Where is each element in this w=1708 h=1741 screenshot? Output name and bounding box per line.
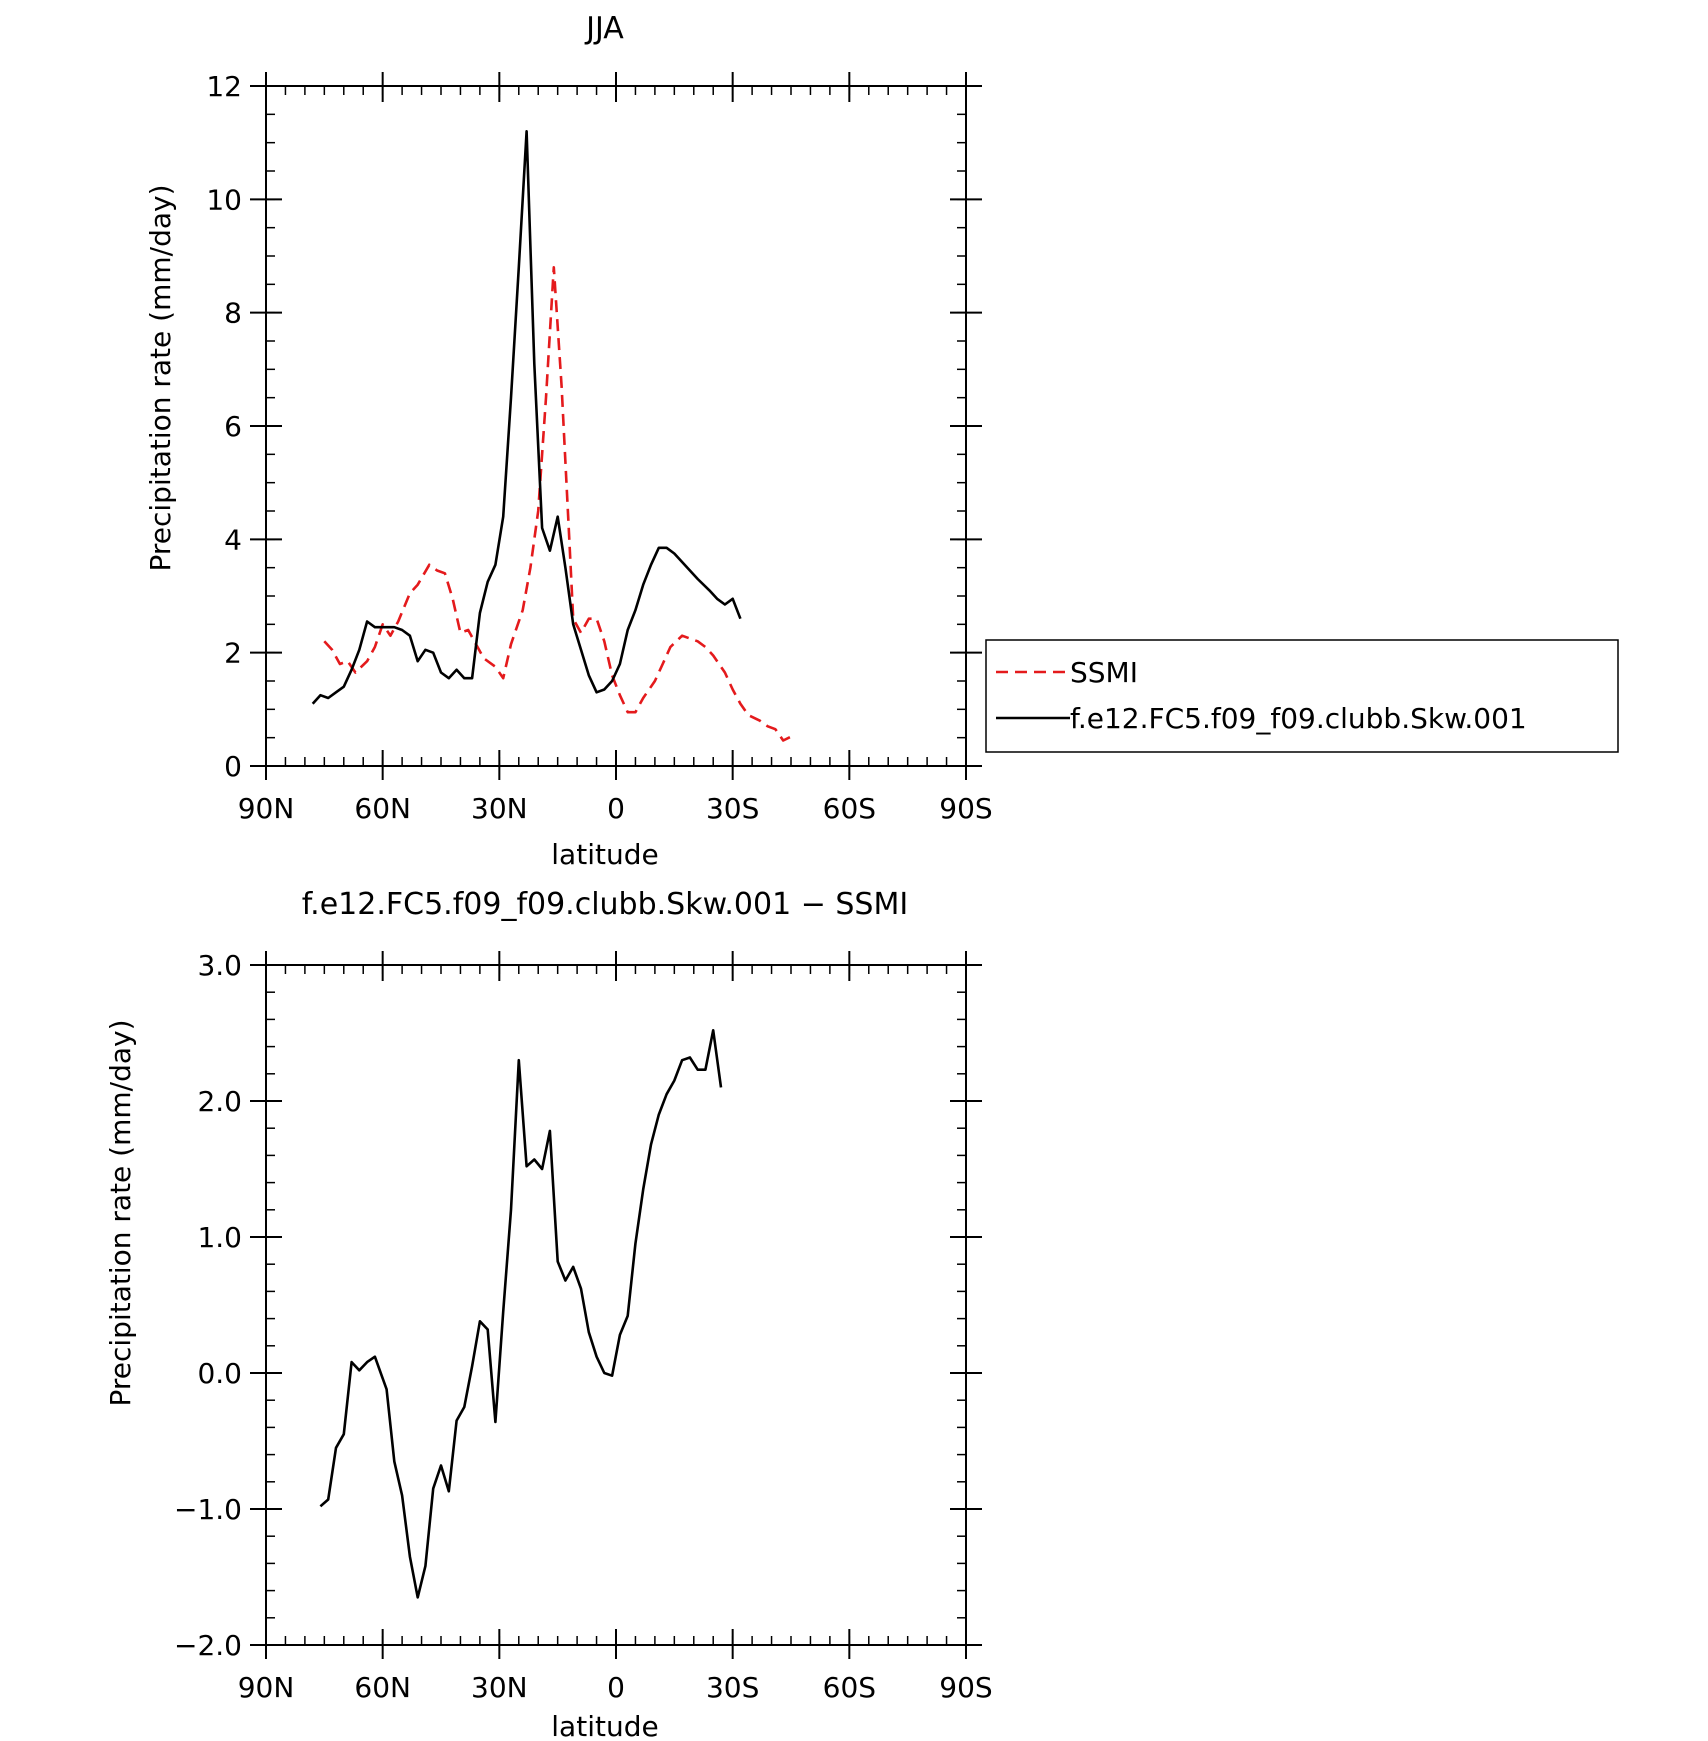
x-tick-label: 90S [939,1671,992,1704]
x-tick-label: 30S [706,792,759,825]
x-tick-label: 0 [607,1671,625,1704]
y-axis-label: Precipitation rate (mm/day) [144,184,177,571]
legend: SSMI f.e12.FC5.f09_f09.clubb.Skw.001 [985,639,1619,753]
series-line-difference [319,1029,723,1599]
plot-frame [265,964,967,1646]
legend-label-model: f.e12.FC5.f09_f09.clubb.Skw.001 [1070,702,1527,735]
x-axis-label: latitude [551,1710,658,1741]
series-line-ssmi [323,265,796,742]
x-tick-label: 60N [354,792,411,825]
chart-title: f.e12.FC5.f09_f09.clubb.Skw.001 − SSMI [302,887,908,922]
x-tick-label: 60S [823,792,876,825]
x-axis-label: latitude [551,838,658,871]
plot-frame [265,85,967,767]
legend-label-ssmi: SSMI [1070,656,1138,689]
plot-area: 0 2 4 6 8 10 12 90N 60N 30N 0 30S 60S 90S [206,70,992,825]
y-tick-label: 0 [224,750,242,783]
y-tick-label: 6 [224,410,242,443]
x-tick-label: 30S [706,1671,759,1704]
x-tick-label: 60S [823,1671,876,1704]
y-axis-label: Precipitation rate (mm/day) [104,1019,137,1406]
x-tick-label: 90N [238,792,295,825]
y-tick-label: −2.0 [174,1629,242,1662]
y-tick-label: 12 [206,70,242,103]
y-tick-label: 1.0 [197,1221,242,1254]
y-tick-label: −1.0 [174,1493,242,1526]
x-tick-label: 30N [471,1671,528,1704]
chart-panel-bottom: f.e12.FC5.f09_f09.clubb.Skw.001 − SSMI P… [104,887,993,1741]
chart-title: JJA [584,11,624,46]
x-tick-label: 90S [939,792,992,825]
series-line-f-e12-fc5-f09-f09-clubb-skw-001 [311,130,742,705]
y-tick-label: 8 [224,297,242,330]
chart-panel-top: JJA Precipitation rate (mm/day) latitude… [144,11,1619,871]
y-tick-label: 2 [224,637,242,670]
y-tick-label: 2.0 [197,1085,242,1118]
legend-box [985,639,1619,753]
y-tick-label: 10 [206,183,242,216]
x-tick-label: 30N [471,792,528,825]
y-tick-label: 3.0 [197,949,242,982]
plot-area: −2.0 −1.0 0.0 1.0 2.0 3.0 90N 60N 30N 0 30S 60S 90S [174,949,993,1704]
x-tick-label: 60N [354,1671,411,1704]
x-tick-label: 90N [238,1671,295,1704]
y-tick-label: 4 [224,523,242,556]
y-tick-label: 0.0 [197,1357,242,1390]
x-tick-label: 0 [607,792,625,825]
